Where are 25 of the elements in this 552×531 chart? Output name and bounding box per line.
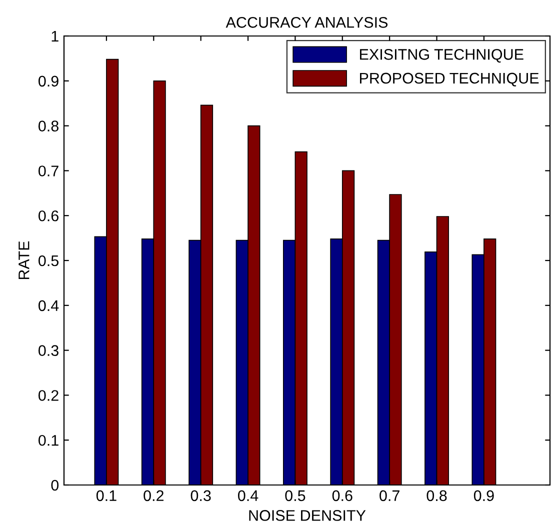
x-tick-label: 0.4: [238, 490, 258, 502]
y-tick-label: 0.6: [38, 210, 58, 222]
y-tick-label: 0.1: [38, 434, 58, 446]
x-axis-title: NOISE DENSITY: [249, 510, 366, 521]
legend-label: PROPOSED TECHNIQUE: [360, 72, 539, 86]
x-tick-label: 0.1: [96, 490, 116, 502]
y-tick-label: 0.5: [38, 255, 58, 266]
x-tick-label: 0.7: [380, 490, 400, 502]
x-tick-label: 0.8: [426, 490, 447, 502]
y-tick-label: 0.3: [38, 345, 58, 356]
x-tick-label: 0.6: [332, 490, 352, 502]
x-tick-label: 0.5: [285, 490, 306, 502]
y-tick-label: 0.9: [38, 76, 58, 87]
y-axis-title: RATE: [18, 241, 30, 280]
legend-label: EXISITNG TECHNIQUE: [360, 49, 524, 63]
y-tick-label: 0.4: [38, 300, 59, 312]
x-tick-label: 0.9: [474, 490, 494, 502]
y-tick-label: 0: [51, 480, 59, 491]
x-tick-label: 0.2: [144, 490, 164, 502]
x-tick-label: 0.3: [190, 490, 211, 502]
y-tick-label: 0.2: [38, 390, 58, 401]
y-tick-label: 1: [52, 31, 58, 42]
chart-title: ACCURACY ANALYSIS: [226, 17, 388, 28]
y-tick-label: 0.7: [38, 166, 58, 176]
y-tick-label: 0.8: [38, 120, 58, 132]
